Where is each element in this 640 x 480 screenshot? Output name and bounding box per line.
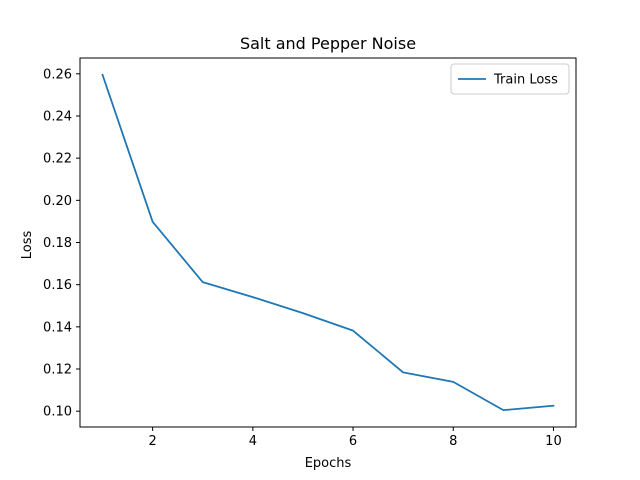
series-line-train-loss <box>101 73 555 412</box>
plot-area: 2 4 6 8 10 0.10 0.12 0.14 0.16 0.18 0.20 0.22 0.24 0.… <box>43 57 577 449</box>
y-tick-label: 0.18 <box>43 236 72 251</box>
x-tick-label: 4 <box>249 434 257 449</box>
legend-box <box>450 63 570 95</box>
y-tick-label: 0.22 <box>43 152 72 167</box>
y-tick-label: 0.12 <box>43 363 72 378</box>
x-axis-label: Epochs <box>305 456 352 471</box>
y-tick-label: 0.10 <box>43 405 72 420</box>
y-tick-label: 0.20 <box>43 194 72 209</box>
y-tick-label: 0.26 <box>43 67 72 82</box>
y-tick-label: 0.16 <box>43 278 72 293</box>
x-tick-label: 6 <box>349 434 357 449</box>
y-tick-label: 0.24 <box>43 109 72 124</box>
legend: Train Loss <box>450 63 570 95</box>
y-tick-label: 0.14 <box>43 320 72 335</box>
chart-title: Salt and Pepper Noise <box>240 34 416 53</box>
x-tick-label: 8 <box>449 434 457 449</box>
x-tick-label: 2 <box>149 434 157 449</box>
y-axis-label: Loss <box>20 231 35 260</box>
legend-label: Train Loss <box>493 73 558 88</box>
x-tick-label: 10 <box>545 434 562 449</box>
